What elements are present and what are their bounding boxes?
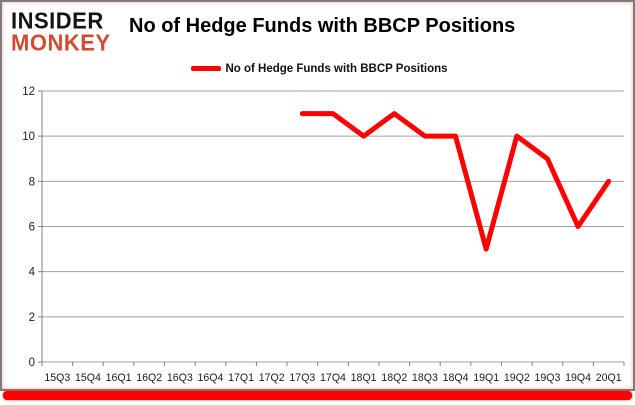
x-axis-label: 18Q1 [351, 372, 377, 384]
x-axis-label: 16Q1 [106, 372, 132, 384]
x-axis-label: 20Q1 [596, 372, 622, 384]
logo-text-monkey: MONKEY [11, 29, 111, 56]
y-axis-label: 6 [29, 222, 35, 234]
chart-container: INSIDER MONKEY No of Hedge Funds with BB… [0, 0, 635, 391]
chart-title: No of Hedge Funds with BBCP Positions [129, 15, 516, 37]
x-axis-label: 17Q1 [228, 372, 254, 384]
x-axis-label: 19Q3 [534, 372, 560, 384]
x-axis-label: 16Q3 [167, 372, 193, 384]
insider-monkey-logo: INSIDER MONKEY [11, 7, 111, 56]
x-axis-label: 17Q4 [320, 372, 346, 384]
x-axis-label: 19Q1 [473, 372, 499, 384]
legend-line-swatch [191, 66, 222, 71]
y-axis-label: 10 [22, 131, 35, 143]
x-axis-label: 18Q3 [412, 372, 438, 384]
x-axis-label: 16Q2 [136, 372, 162, 384]
x-axis-label: 15Q4 [75, 372, 101, 384]
series-line [299, 111, 612, 252]
y-axis-label: 12 [22, 86, 35, 98]
x-axis-label: 16Q4 [198, 372, 224, 384]
red-accent-bar [3, 391, 632, 400]
x-axis-label: 19Q4 [565, 372, 591, 384]
y-axis-label: 8 [29, 176, 35, 188]
x-axis-label: 18Q2 [381, 372, 407, 384]
line-chart: 0 2 4 6 8 10 12 15Q3 15Q4 16Q1 16Q2 16Q3 16Q4 17Q1 17Q… [22, 86, 625, 384]
x-axis-label: 15Q3 [44, 372, 70, 384]
legend-label: No of Hedge Funds with BBCP Positions [225, 62, 448, 75]
y-axis-label: 2 [29, 312, 35, 324]
x-axis-label: 18Q4 [443, 372, 469, 384]
x-axis-label: 17Q3 [289, 372, 315, 384]
legend: No of Hedge Funds with BBCP Positions [2, 61, 635, 76]
x-axis-label: 19Q2 [504, 372, 530, 384]
x-axis-label: 17Q2 [259, 372, 285, 384]
logo-text-insider: INSIDER [11, 7, 104, 34]
y-axis-label: 4 [29, 267, 36, 279]
y-axis-label: 0 [29, 357, 35, 369]
